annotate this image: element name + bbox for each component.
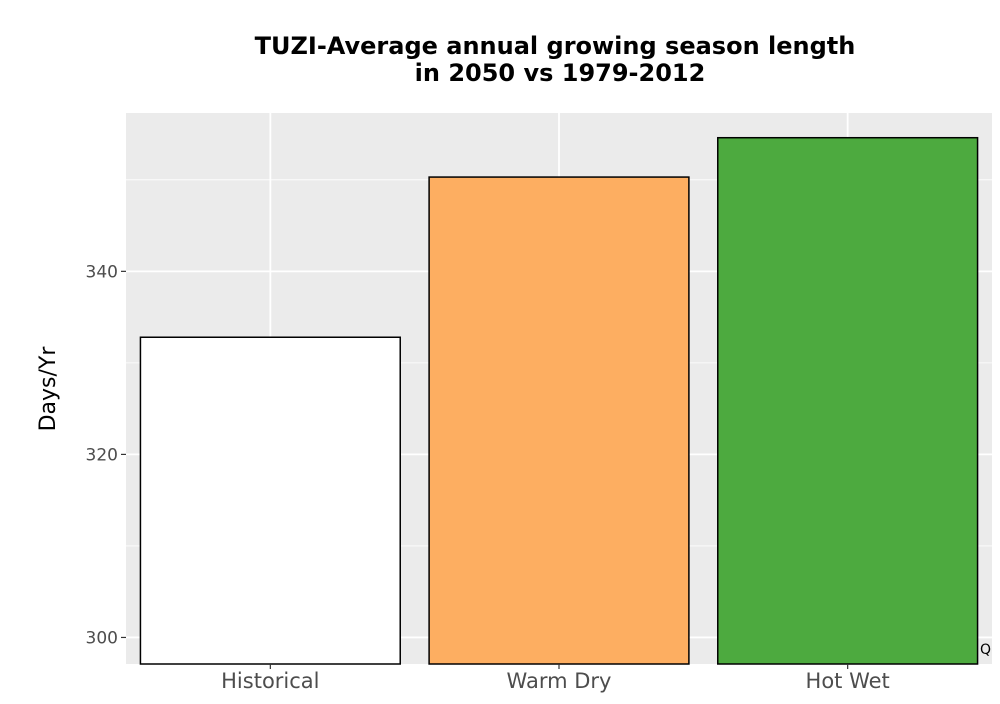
bar-historical [139, 336, 401, 665]
x-tick-label: Hot Wet [806, 669, 890, 693]
y-axis-title: Days/Yr [36, 346, 61, 432]
corner-mark: Q [980, 642, 991, 658]
axes: 300 320 340 Historical Warm Dry Hot Wet [86, 262, 890, 693]
bars [139, 136, 979, 665]
y-tick-label: 340 [86, 262, 118, 282]
x-tick-label: Historical [221, 669, 319, 693]
chart-title-line-2: in 2050 vs 1979-2012 [415, 59, 706, 87]
bar-warm-dry [428, 176, 690, 665]
bar-hot-wet [717, 136, 979, 665]
x-tick-label: Warm Dry [507, 669, 612, 693]
y-tick-label: 300 [86, 628, 118, 648]
chart-title-line-1: TUZI-Average annual growing season lengt… [255, 32, 856, 60]
y-tick-label: 320 [86, 445, 118, 465]
